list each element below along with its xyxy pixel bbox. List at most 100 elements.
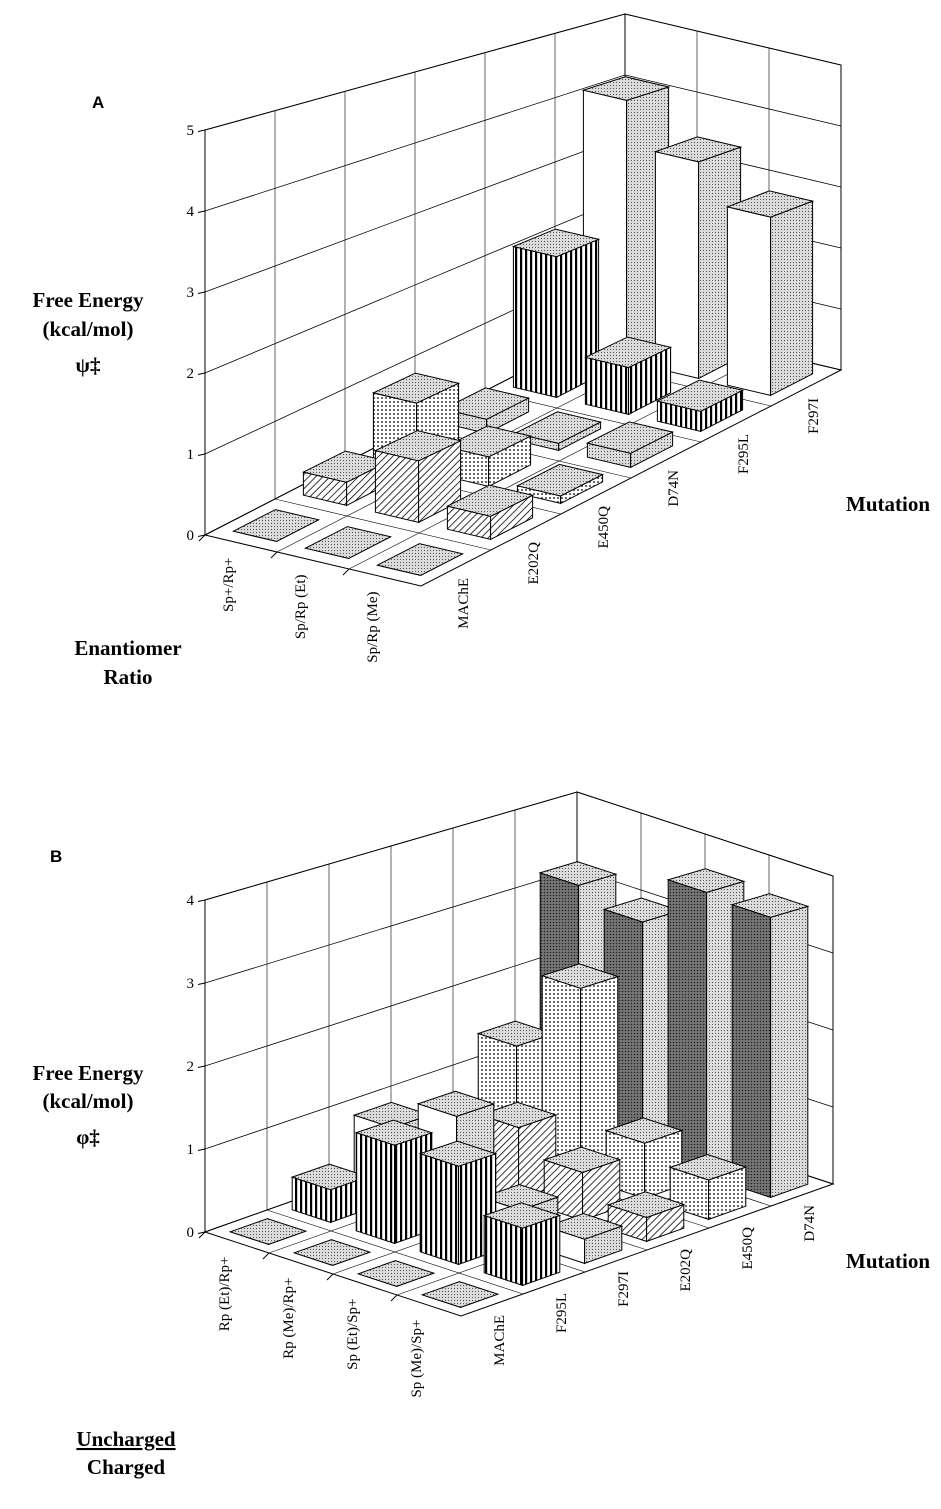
- bar3d: [445, 484, 535, 541]
- x-tick-label: Rp (Et)/Rp+: [217, 1257, 233, 1332]
- x-tick: [262, 1252, 270, 1260]
- bar3d: [420, 1281, 500, 1308]
- bar3d: [511, 228, 601, 399]
- y-tick: [197, 899, 206, 902]
- x-tick: [390, 1294, 398, 1302]
- y-axis-label: (kcal/mol): [43, 1089, 134, 1113]
- z-tick-label: F297I: [806, 398, 822, 434]
- z-tick-label: MAChE: [492, 1315, 508, 1366]
- z-tick-label: E202Q: [526, 542, 542, 585]
- y-tick-label: 0: [187, 1225, 195, 1241]
- bar3d: [228, 1218, 308, 1245]
- bar-top: [653, 136, 743, 163]
- grid-line: [204, 74, 842, 212]
- panel-label: B: [50, 847, 62, 866]
- bar-top: [445, 484, 535, 517]
- bar3d: [231, 509, 321, 542]
- y-tick: [197, 129, 206, 132]
- bar-front: [512, 245, 558, 399]
- x-axis-label: Ratio: [104, 665, 153, 689]
- z-tick-label: F297I: [616, 1271, 632, 1307]
- z-tick-label: F295L: [736, 434, 752, 474]
- x-axis-label: Enantiomer: [74, 636, 181, 660]
- y-tick-label: 4: [187, 893, 195, 909]
- x-tick-label: Rp (Me)/Rp+: [281, 1278, 297, 1359]
- bar-top: [585, 421, 675, 454]
- panel-a: A Free Energy (kcal/mol) ψ‡ Mutation Ena…: [33, 13, 930, 689]
- bar-top: [441, 387, 531, 420]
- bar-top: [478, 1101, 558, 1129]
- y-tick-label: 1: [187, 447, 195, 463]
- z-tick-label: E450Q: [596, 506, 612, 549]
- y-tick-label: 5: [187, 123, 195, 139]
- bar3d: [303, 526, 393, 559]
- bar-top: [375, 543, 465, 576]
- bar-top: [668, 1153, 748, 1181]
- bar-top: [443, 425, 533, 458]
- bar3d: [356, 1260, 436, 1287]
- x-tick: [270, 551, 278, 559]
- bar-top: [606, 1191, 686, 1219]
- bar-top: [583, 336, 673, 369]
- z-axis-label: Mutation: [846, 1249, 930, 1273]
- bar-top: [371, 372, 461, 404]
- bar-top: [482, 1202, 562, 1229]
- y-tick: [197, 210, 206, 213]
- bar-top: [538, 861, 618, 886]
- panel-label: A: [92, 93, 104, 112]
- bar-top: [511, 228, 601, 258]
- bar3d: [606, 1191, 686, 1243]
- x-tick-label: Sp (Me)/Sp+: [409, 1320, 425, 1398]
- y-axis-label: Free Energy: [33, 1061, 144, 1085]
- bar-top: [416, 1090, 496, 1117]
- y-axis-label: (kcal/mol): [43, 317, 134, 341]
- bar-front: [731, 904, 772, 1199]
- y-tick: [197, 1065, 206, 1068]
- x-tick-label: Sp/Rp (Me): [365, 591, 381, 662]
- bar-front: [419, 1152, 460, 1266]
- bar-front: [374, 449, 420, 524]
- y-axis-label: φ‡: [76, 1125, 100, 1149]
- x-tick: [198, 534, 206, 542]
- z-tick-label: F295L: [554, 1293, 570, 1333]
- bar-top: [542, 1146, 622, 1174]
- bar-front: [355, 1131, 396, 1245]
- bar-top: [655, 379, 745, 412]
- bar-top: [666, 868, 746, 893]
- y-tick-label: 1: [187, 1142, 195, 1158]
- bar-top: [303, 526, 393, 559]
- bar-top: [730, 893, 810, 918]
- bar-top: [231, 509, 321, 542]
- bar3d: [375, 543, 465, 576]
- bar-side: [770, 200, 814, 397]
- bar3d: [730, 893, 810, 1199]
- x-tick-label: Sp/Rp (Et): [293, 575, 309, 640]
- bar3d: [292, 1239, 372, 1266]
- bar-top: [544, 1212, 624, 1240]
- bar3d: [725, 190, 815, 397]
- grid-line: [204, 791, 834, 901]
- bar3d: [653, 136, 743, 380]
- x-tick: [326, 1273, 334, 1281]
- grid-line: [204, 13, 842, 131]
- bar-top: [418, 1140, 498, 1167]
- z-axis-label: Mutation: [846, 492, 930, 516]
- bar-top: [354, 1119, 434, 1146]
- bar-front: [726, 206, 772, 397]
- y-tick: [197, 453, 206, 456]
- bar3d: [540, 963, 620, 1179]
- bar-top: [356, 1260, 436, 1287]
- bar3d: [585, 421, 675, 469]
- bar-top: [581, 76, 671, 101]
- y-tick: [197, 534, 206, 537]
- y-tick-label: 0: [187, 528, 195, 544]
- bar-top: [373, 430, 463, 462]
- bar-top: [725, 190, 815, 218]
- panel-b: B Free Energy (kcal/mol) φ‡ Mutation Unc…: [33, 791, 930, 1479]
- z-tick-label: E450Q: [740, 1227, 756, 1270]
- bar-top: [292, 1239, 372, 1266]
- y-tick: [197, 291, 206, 294]
- floor-division: [274, 498, 492, 551]
- bar3d: [655, 379, 745, 433]
